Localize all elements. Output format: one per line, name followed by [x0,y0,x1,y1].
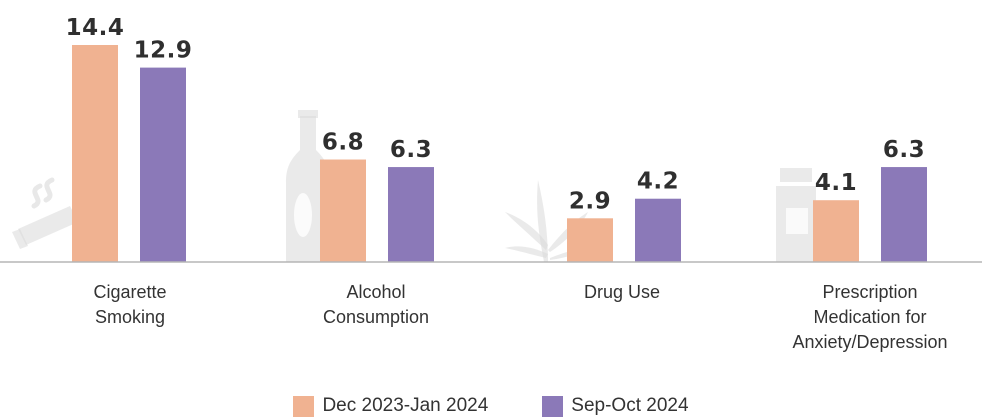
cigarette-icon [12,177,78,249]
category-label: Prescription Medication for Anxiety/Depres… [792,282,947,352]
bars [72,45,927,263]
value-label: 6.3 [390,137,432,163]
bar-dec-jan-3 [813,200,859,262]
bar-sep-oct-3 [881,167,927,262]
value-label: 4.2 [637,169,679,195]
value-label: 6.3 [883,137,925,163]
legend-item-dec-jan: Dec 2023-Jan 2024 [293,395,488,417]
bar-dec-jan-0 [72,45,118,262]
bottle-icon [286,110,330,262]
value-labels: 14.4 6.8 2.9 4.1 12.9 6.3 4.2 6.3 [66,15,925,214]
legend-swatch [542,395,564,417]
value-label: 14.4 [66,15,125,41]
legend-label: Dec 2023-Jan 2024 [322,395,489,416]
bar-sep-oct-1 [388,167,434,262]
legend-label: Sep-Oct 2024 [571,395,689,416]
pill-bottle-icon [776,168,816,262]
legend-swatch [293,395,315,417]
value-label: 6.8 [322,130,364,156]
category-label: Drug Use [584,282,660,302]
bar-dec-jan-1 [320,159,366,262]
bar-sep-oct-2 [635,198,681,262]
legend-item-sep-oct: Sep-Oct 2024 [542,395,689,417]
bar-chart: 14.4 6.8 2.9 4.1 12.9 6.3 4.2 6.3 Cigarette Smok… [0,15,982,352]
value-label: 12.9 [134,38,193,64]
category-labels: Cigarette Smoking Alcohol Consumption Drug U… [93,282,947,352]
legend: Dec 2023-Jan 2024 Sep-Oct 2024 [0,392,982,420]
bar-dec-jan-2 [567,218,613,262]
category-label: Alcohol Consumption [323,282,429,327]
value-label: 2.9 [569,188,611,214]
value-label: 4.1 [815,170,857,196]
bar-sep-oct-0 [140,67,186,263]
category-label: Cigarette Smoking [93,282,166,327]
